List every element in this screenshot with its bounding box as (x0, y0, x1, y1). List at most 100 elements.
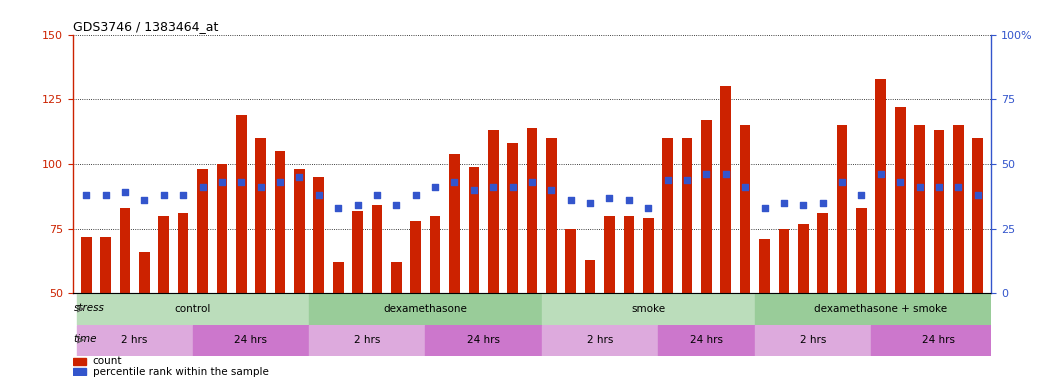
Bar (875, 79, 886, 293)
Point (911, 184, 928, 190)
Point (368, 192, 385, 198)
Bar (643, 218, 654, 293)
Text: time: time (74, 334, 98, 344)
Point (233, 179, 249, 185)
Text: stress: stress (74, 303, 105, 313)
Bar (177, 213, 189, 293)
Text: 24 hrs: 24 hrs (235, 335, 268, 345)
Bar (755, 293, 1007, 324)
Point (582, 200, 599, 206)
Bar (275, 151, 285, 293)
Bar (430, 216, 440, 293)
Bar (871, 324, 1007, 356)
Point (349, 202, 365, 209)
Bar (720, 86, 731, 293)
Point (78, 192, 94, 198)
Bar (798, 223, 809, 293)
Bar (81, 237, 91, 293)
Text: dexamethasone: dexamethasone (383, 304, 467, 314)
Point (892, 179, 908, 185)
Point (950, 184, 966, 190)
Bar (372, 205, 382, 293)
Bar (488, 130, 498, 293)
Point (659, 177, 676, 183)
Bar (682, 138, 692, 293)
Point (543, 187, 559, 193)
Point (717, 171, 734, 177)
Point (116, 189, 133, 195)
Point (427, 184, 443, 190)
Bar (973, 138, 983, 293)
Text: count: count (92, 356, 122, 366)
Point (291, 174, 307, 180)
Bar (73, 368, 86, 375)
Bar (193, 324, 309, 356)
Point (834, 179, 850, 185)
Bar (542, 324, 658, 356)
Point (388, 202, 405, 209)
Point (601, 195, 618, 201)
Bar (566, 229, 576, 293)
Point (931, 184, 948, 190)
Bar (933, 130, 945, 293)
Bar (159, 216, 169, 293)
Point (699, 171, 715, 177)
Bar (895, 107, 905, 293)
Text: control: control (174, 304, 211, 314)
Point (640, 205, 657, 211)
Text: 24 hrs: 24 hrs (690, 335, 722, 345)
Bar (294, 169, 305, 293)
Text: 24 hrs: 24 hrs (467, 335, 500, 345)
Bar (468, 167, 480, 293)
Point (795, 202, 812, 209)
Bar (139, 252, 149, 293)
Bar (313, 177, 324, 293)
Point (214, 179, 230, 185)
Bar (778, 229, 789, 293)
Point (563, 197, 579, 204)
Bar (73, 358, 86, 365)
Point (174, 192, 191, 198)
Point (446, 179, 463, 185)
Bar (119, 208, 131, 293)
Bar (662, 138, 673, 293)
Text: 2 hrs: 2 hrs (354, 335, 381, 345)
Bar (546, 138, 556, 293)
Point (407, 192, 424, 198)
Bar (352, 210, 363, 293)
Bar (701, 120, 712, 293)
Text: 24 hrs: 24 hrs (923, 335, 955, 345)
Bar (584, 260, 596, 293)
Bar (542, 293, 755, 324)
Bar (817, 213, 828, 293)
Point (272, 179, 289, 185)
Bar (526, 128, 538, 293)
Point (621, 197, 637, 204)
Bar (410, 221, 421, 293)
Point (330, 205, 347, 211)
Bar (197, 169, 208, 293)
Point (252, 184, 269, 190)
Text: 2 hrs: 2 hrs (800, 335, 826, 345)
Text: GDS3746 / 1383464_at: GDS3746 / 1383464_at (73, 20, 218, 33)
Point (757, 205, 773, 211)
Bar (759, 239, 770, 293)
Bar (755, 324, 871, 356)
Bar (309, 324, 426, 356)
Point (98, 192, 114, 198)
Bar (309, 293, 542, 324)
Text: 2 hrs: 2 hrs (586, 335, 613, 345)
Point (136, 197, 153, 204)
Bar (426, 324, 542, 356)
Bar (255, 138, 266, 293)
Bar (333, 262, 344, 293)
Bar (449, 154, 460, 293)
Point (156, 192, 172, 198)
Bar (658, 324, 755, 356)
Bar (77, 293, 309, 324)
Bar (604, 216, 614, 293)
Bar (624, 216, 634, 293)
Bar (837, 125, 847, 293)
Point (737, 184, 754, 190)
Point (310, 192, 327, 198)
